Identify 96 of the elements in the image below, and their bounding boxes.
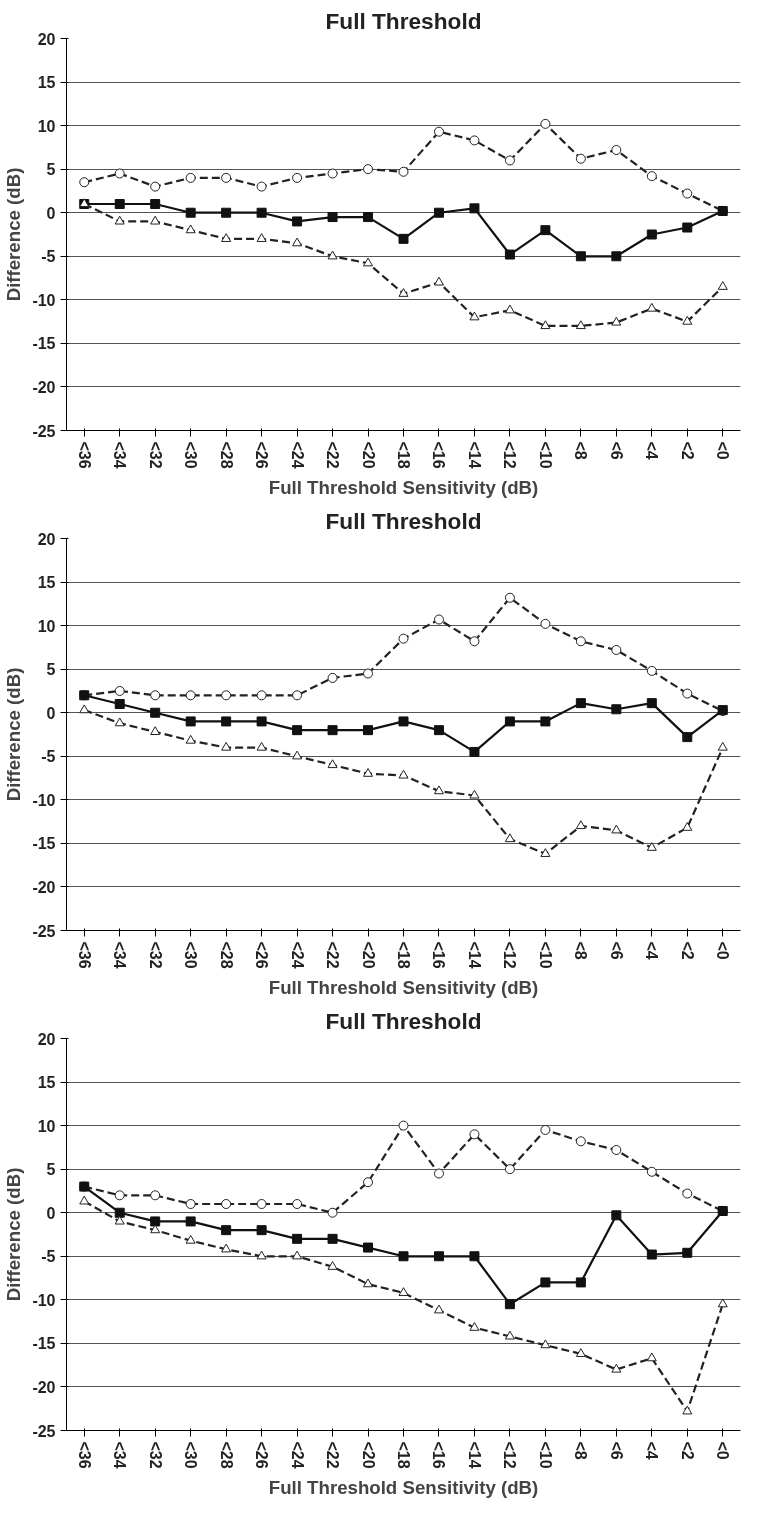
y-tick-label: 0 [46,1204,56,1222]
x-tick-label: <16 [430,1441,448,1469]
y-tick-label: -25 [32,922,56,940]
y-tick-label: 0 [46,704,56,722]
chart-title: Full Threshold [325,7,482,34]
x-tick-label: <24 [288,941,306,969]
y-tick-label: 5 [46,161,56,179]
x-tick-label: <36 [75,441,93,469]
x-tick-label: <8 [572,941,590,960]
x-tick-label: <16 [430,441,448,469]
chart-title: Full Threshold [325,507,482,534]
y-axis-title: Difference (dB) [3,167,25,302]
x-tick-label: <28 [217,941,235,969]
x-tick-label: <6 [607,1441,625,1460]
x-tick-label: <28 [217,441,235,469]
x-tick-label: <0 [714,1441,732,1460]
x-tick-label: <18 [395,441,412,469]
x-tick-label: <10 [536,941,554,969]
x-tick-label: <30 [182,441,200,469]
x-tick-label: <22 [324,1441,342,1469]
x-tick-label: <18 [395,941,412,969]
x-tick-label: <34 [111,941,129,969]
y-tick-label: -20 [32,378,56,396]
x-tick-label: <12 [501,941,519,969]
x-tick-label: <10 [536,1441,554,1469]
x-tick-label: <14 [465,941,483,969]
x-tick-label: <18 [395,1441,412,1469]
x-tick-label: <20 [359,941,377,969]
y-tick-label: -5 [41,1248,56,1266]
x-tick-label: <12 [501,1441,519,1469]
y-tick-label: -15 [32,335,56,353]
y-tick-label: -20 [32,1378,56,1396]
x-tick-label: <36 [75,941,93,969]
y-tick-label: 20 [37,1030,56,1048]
x-tick-label: <26 [253,941,271,969]
x-tick-label: <20 [359,441,377,469]
x-tick-label: <2 [678,941,696,960]
x-tick-label: <12 [501,441,519,469]
y-tick-label: -10 [32,291,56,309]
x-tick-label: <0 [714,941,732,960]
x-tick-label: <26 [253,1441,271,1469]
x-tick-label: <28 [217,1441,235,1469]
x-tick-label: <30 [182,941,200,969]
y-tick-label: 10 [37,1117,56,1135]
x-axis-title: Full Threshold Sensitivity (dB) [268,976,539,998]
y-tick-label: -25 [32,1422,56,1440]
x-tick-label: <10 [536,441,554,469]
y-tick-label: -5 [41,248,56,266]
x-tick-label: <4 [643,441,661,460]
x-tick-label: <22 [324,941,342,969]
x-tick-label: <30 [182,1441,200,1469]
y-tick-label: -25 [32,422,56,440]
y-tick-label: 10 [37,617,56,635]
x-tick-label: <8 [572,1441,590,1460]
y-tick-label: 15 [37,74,56,92]
y-tick-label: 15 [37,1074,56,1092]
x-tick-label: <4 [643,941,661,960]
x-tick-label: <2 [678,441,696,460]
x-tick-label: <34 [111,441,129,469]
x-tick-label: <8 [572,441,590,460]
x-tick-label: <0 [714,441,732,460]
y-axis-title: Difference (dB) [3,1167,25,1302]
y-tick-label: -10 [32,791,56,809]
y-axis-title: Difference (dB) [3,667,25,802]
y-tick-label: 10 [37,117,56,135]
y-tick-label: 0 [46,204,56,222]
y-tick-label: 5 [46,1161,56,1179]
x-tick-label: <4 [643,1441,661,1460]
y-tick-label: 15 [37,574,56,592]
x-tick-label: <24 [288,1441,306,1469]
y-tick-label: 20 [37,530,56,548]
chart-title: Full Threshold [325,1007,482,1034]
y-tick-label: 20 [37,30,56,48]
x-tick-label: <14 [465,441,483,469]
x-tick-label: <16 [430,941,448,969]
x-tick-label: <20 [359,1441,377,1469]
x-tick-label: <24 [288,441,306,469]
y-tick-label: -5 [41,748,56,766]
x-tick-label: <32 [146,441,164,469]
x-tick-label: <6 [607,441,625,460]
x-tick-label: <22 [324,441,342,469]
x-tick-label: <26 [253,441,271,469]
y-tick-label: -15 [32,835,56,853]
x-axis-title: Full Threshold Sensitivity (dB) [268,476,539,498]
x-tick-label: <6 [607,941,625,960]
y-tick-label: 5 [46,661,56,679]
x-axis-title: Full Threshold Sensitivity (dB) [268,1476,539,1498]
x-tick-label: <14 [465,1441,483,1469]
x-tick-label: <32 [146,941,164,969]
x-tick-label: <2 [678,1441,696,1460]
x-tick-label: <32 [146,1441,164,1469]
y-tick-label: -15 [32,1335,56,1353]
y-tick-label: -10 [32,1291,56,1309]
x-tick-label: <36 [75,1441,93,1469]
x-tick-label: <34 [111,1441,129,1469]
y-tick-label: -20 [32,878,56,896]
